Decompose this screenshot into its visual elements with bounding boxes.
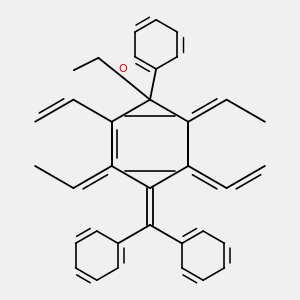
- Text: O: O: [118, 64, 127, 74]
